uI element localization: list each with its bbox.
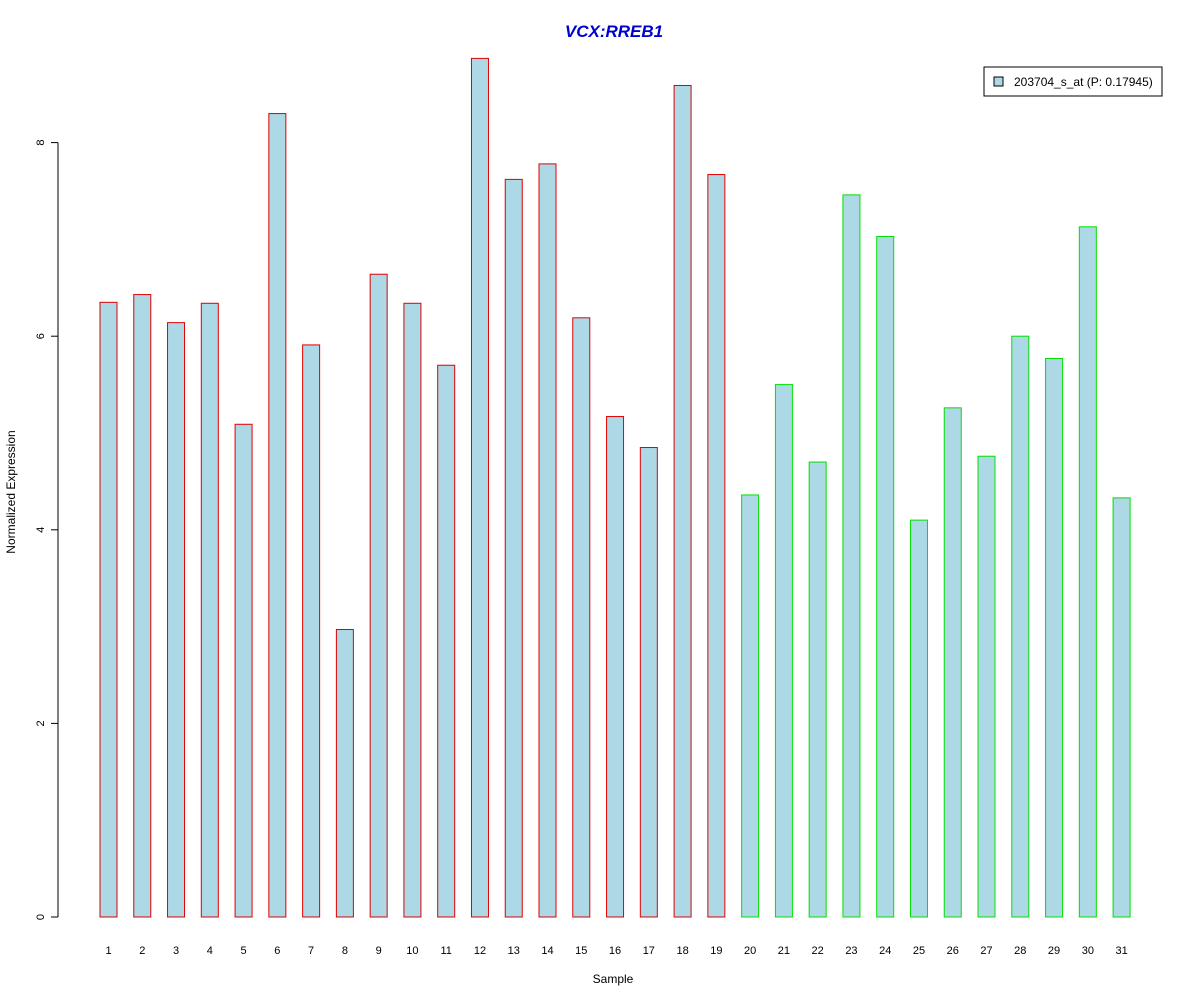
y-tick-label: 6 — [35, 333, 47, 339]
x-tick-label: 5 — [241, 945, 247, 957]
x-tick-label: 4 — [207, 945, 213, 957]
x-tick-label: 10 — [406, 945, 418, 957]
bar — [842, 194, 861, 918]
y-tick-label: 4 — [35, 527, 47, 533]
bar — [133, 294, 152, 918]
x-tick-label: 16 — [609, 945, 621, 957]
x-tick-label: 31 — [1115, 945, 1127, 957]
bar — [1112, 497, 1131, 918]
x-tick-label: 17 — [643, 945, 655, 957]
bar — [538, 163, 557, 918]
bar — [909, 519, 928, 918]
x-tick-labels: 1 2 3 4 5 6 7 8 9 10 11 12 13 14 15 16 17 18 19 20 21 22 23 24 2… — [105, 945, 1127, 957]
x-tick-label: 29 — [1048, 945, 1060, 957]
y-axis: 0 2 4 6 8 — [35, 140, 59, 920]
chart-title: VCX:RREB1 — [565, 22, 663, 41]
x-tick-label: 21 — [778, 945, 790, 957]
bar — [606, 416, 625, 918]
bar — [572, 317, 591, 918]
x-tick-label: 11 — [440, 945, 451, 957]
x-tick-label: 9 — [376, 945, 382, 957]
bar — [876, 235, 895, 918]
bar — [268, 113, 287, 918]
x-tick-label: 3 — [173, 945, 179, 957]
x-tick-label: 24 — [879, 945, 891, 957]
x-tick-label: 2 — [139, 945, 145, 957]
bar — [437, 364, 456, 918]
bar — [403, 302, 422, 918]
x-tick-label: 14 — [541, 945, 553, 957]
x-tick-label: 27 — [980, 945, 992, 957]
bar — [808, 461, 827, 918]
x-tick-label: 1 — [105, 945, 111, 957]
x-tick-label: 25 — [913, 945, 925, 957]
x-tick-label: 7 — [308, 945, 314, 957]
x-tick-label: 13 — [508, 945, 520, 957]
x-tick-label: 28 — [1014, 945, 1026, 957]
bar — [99, 301, 118, 918]
bar — [335, 629, 354, 918]
bar — [200, 302, 219, 918]
x-tick-label: 18 — [676, 945, 688, 957]
bar — [504, 178, 523, 918]
x-tick-label: 20 — [744, 945, 756, 957]
legend-swatch — [993, 76, 1004, 87]
y-axis-title: Normalized Expression — [4, 430, 18, 553]
bar — [774, 384, 793, 918]
legend-box — [983, 66, 1163, 97]
bar — [673, 84, 692, 918]
bar — [1045, 357, 1064, 918]
bar — [470, 57, 489, 918]
y-tick-label: 2 — [35, 720, 47, 726]
legend: 203704_s_at (P: 0.17945) — [983, 66, 1163, 97]
y-tick-label: 8 — [35, 140, 47, 146]
x-tick-label: 8 — [342, 945, 348, 957]
x-axis-title: Sample — [593, 972, 634, 986]
x-tick-label: 19 — [710, 945, 722, 957]
bar — [234, 423, 253, 918]
bar — [741, 494, 760, 918]
x-tick-label: 22 — [812, 945, 824, 957]
bar — [977, 455, 996, 918]
bars — [99, 57, 1131, 918]
x-tick-label: 30 — [1082, 945, 1094, 957]
bar — [1078, 226, 1097, 918]
x-tick-label: 23 — [845, 945, 857, 957]
legend-label: 203704_s_at (P: 0.17945) — [1014, 75, 1153, 89]
bar — [369, 273, 388, 918]
bar — [707, 174, 726, 918]
bar — [1011, 335, 1030, 918]
y-tick-label: 0 — [35, 914, 47, 920]
x-tick-label: 12 — [474, 945, 486, 957]
bar — [639, 447, 658, 918]
x-tick-label: 15 — [575, 945, 587, 957]
bar — [302, 344, 321, 918]
bar — [943, 407, 962, 918]
x-tick-label: 26 — [947, 945, 959, 957]
bar — [167, 322, 186, 918]
x-tick-label: 6 — [274, 945, 280, 957]
